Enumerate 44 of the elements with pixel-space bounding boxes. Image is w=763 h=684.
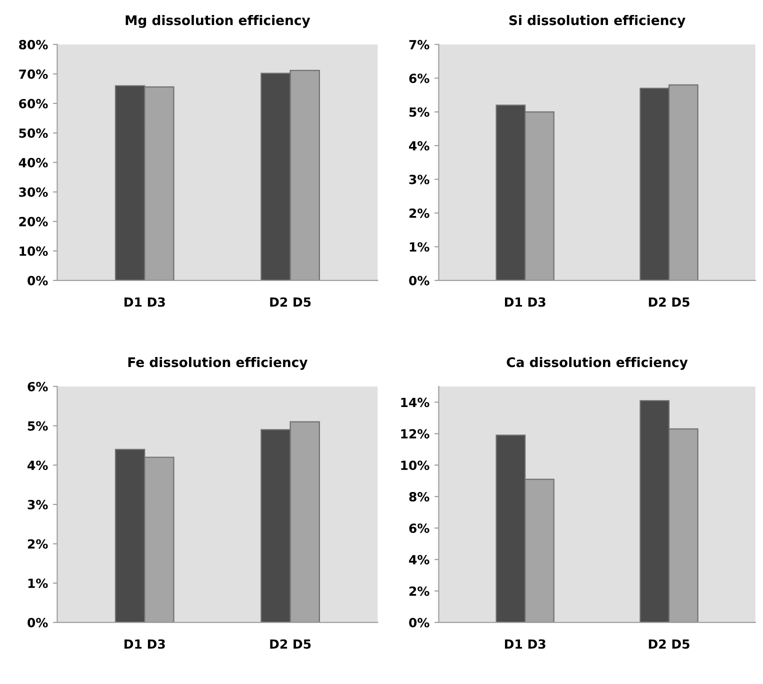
- x-tick-label: D2 D5: [270, 639, 311, 649]
- y-tick-label: 14%: [401, 398, 430, 408]
- y-tick-label: 0%: [409, 276, 430, 286]
- y-tick-label: 4%: [28, 460, 48, 470]
- y-tick-label: 6%: [409, 524, 430, 533]
- y-tick-label: 40%: [18, 158, 48, 168]
- y-tick-label: 1%: [410, 242, 430, 252]
- y-tick-label: 60%: [19, 98, 48, 108]
- y-tick-label: 1%: [28, 578, 48, 588]
- y-tick-label: 3%: [409, 174, 430, 184]
- y-tick-label: 50%: [19, 128, 48, 138]
- y-tick-label: 6%: [28, 382, 48, 392]
- y-tick-label: 5%: [409, 107, 430, 117]
- chart-title: Fe dissolution efficiency: [128, 356, 308, 370]
- y-tick-label: 12%: [401, 429, 430, 439]
- x-tick-label: D1 D3: [124, 639, 165, 649]
- x-tick-label: D1 D3: [124, 297, 165, 307]
- x-tick-label: D2 D5: [648, 639, 690, 649]
- x-tick-label: D1 D3: [504, 297, 546, 307]
- y-tick-label: 8%: [409, 492, 430, 502]
- y-tick-label: 7%: [409, 40, 430, 50]
- y-tick-label: 70%: [19, 69, 48, 79]
- y-tick-label: 5%: [28, 421, 48, 431]
- y-tick-label: 2%: [409, 208, 430, 218]
- x-tick-label: D1 D3: [504, 639, 546, 649]
- y-tick-label: 0%: [28, 276, 48, 286]
- y-tick-label: 20%: [19, 216, 48, 226]
- y-tick-label: 80%: [19, 40, 48, 50]
- x-tick-label: D2 D5: [648, 297, 690, 307]
- chart-title: Mg dissolution efficiency: [126, 14, 310, 28]
- y-tick-label: 10%: [401, 460, 430, 470]
- y-tick-label: 0%: [28, 618, 48, 628]
- y-tick-label: 6%: [409, 74, 430, 84]
- y-tick-label: 3%: [28, 500, 48, 510]
- y-tick-label: 0%: [409, 618, 430, 628]
- y-tick-label: 4%: [409, 554, 430, 564]
- y-tick-label: 30%: [19, 187, 48, 197]
- y-tick-label: 4%: [409, 141, 430, 151]
- y-tick-label: 2%: [28, 539, 48, 549]
- chart-title: Ca dissolution efficiency: [506, 356, 688, 370]
- y-tick-label: 10%: [20, 246, 48, 256]
- chart-title: Si dissolution efficiency: [509, 14, 686, 28]
- y-tick-label: 2%: [409, 586, 430, 596]
- x-tick-label: D2 D5: [270, 297, 311, 307]
